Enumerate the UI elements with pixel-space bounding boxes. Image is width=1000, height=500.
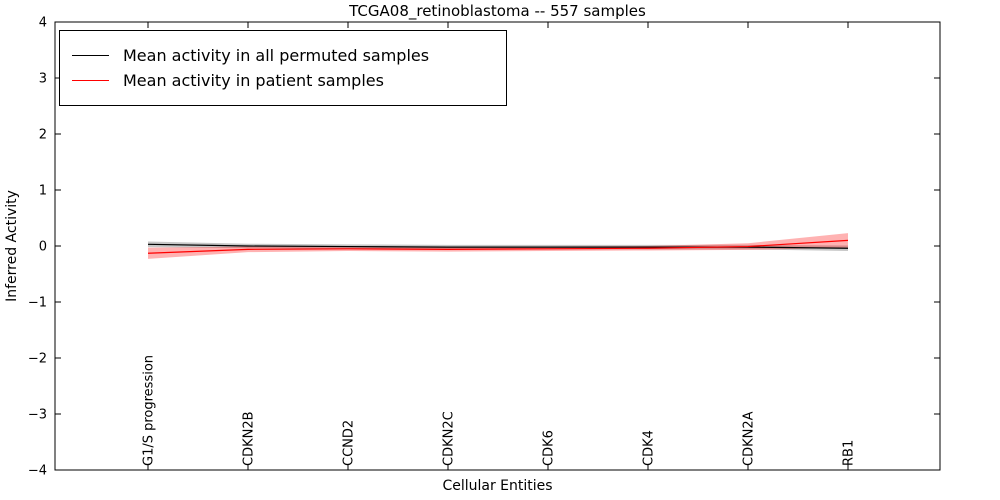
y-axis-label: Inferred Activity	[4, 190, 20, 302]
y-tick-label: −3	[28, 408, 47, 423]
x-tick-label: CDKN2C	[442, 411, 457, 466]
red-line-icon	[72, 80, 109, 81]
x-axis-label: Cellular Entities	[442, 478, 553, 494]
x-tick-label: CDKN2A	[742, 411, 757, 466]
x-tick-label: G1/S progression	[142, 355, 157, 466]
y-tick-label: −1	[28, 296, 47, 311]
black-line-icon	[72, 55, 109, 56]
y-tick-label: 0	[39, 240, 47, 255]
y-tick-label: 3	[39, 72, 47, 87]
y-tick-label: 4	[39, 16, 47, 31]
x-tick-label: CDK6	[542, 430, 557, 466]
x-tick-label: CCND2	[342, 420, 357, 466]
y-tick-label: −4	[28, 464, 47, 479]
x-tick-label: CDKN2B	[242, 411, 257, 466]
x-tick-label: RB1	[842, 440, 857, 466]
y-tick-label: 1	[39, 184, 47, 199]
legend-item-permuted: Mean activity in all permuted samples	[72, 46, 494, 65]
series-line-1	[147, 239, 849, 254]
legend: Mean activity in all permuted samples Me…	[59, 30, 507, 106]
legend-label-patient: Mean activity in patient samples	[123, 71, 384, 90]
confidence-band-1	[148, 233, 848, 259]
chart-title: TCGA08_retinoblastoma -- 557 samples	[349, 2, 646, 20]
legend-item-patient: Mean activity in patient samples	[72, 71, 494, 90]
x-tick-label: CDK4	[642, 430, 657, 466]
legend-label-permuted: Mean activity in all permuted samples	[123, 46, 430, 65]
y-tick-label: −2	[28, 352, 47, 367]
y-tick-label: 2	[39, 128, 47, 143]
